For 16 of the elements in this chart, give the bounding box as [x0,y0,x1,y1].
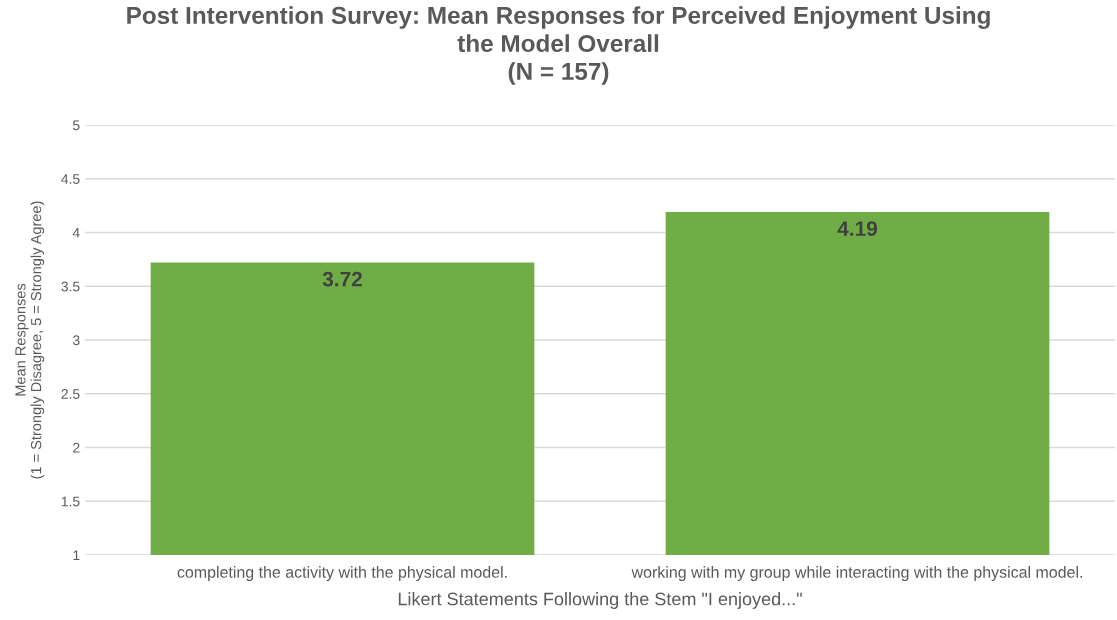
y-tick-label: 3 [72,335,80,346]
y-axis-title: Mean Responses (1 = Strongly Disagree, 5 = Strongly Agree) [15,201,45,479]
x-tick-label: completing the activity with the physical model. [177,566,507,581]
y-tick-label: 4.5 [61,174,80,184]
y-tick-label: 5 [72,120,80,131]
x-tick-label: working with my group while interacting with the physical model. [631,566,1082,581]
x-axis-title: Likert Statements Following the Stem "I enjoyed..." [398,592,802,609]
data-label: 3.72 [322,271,362,287]
y-tick-label: 2 [73,442,80,453]
data-label: 4.19 [837,221,877,236]
y-tick-label: 4 [72,227,80,238]
chart-title: Post Intervention Survey: Mean Responses for Perceived Enjoyment Using the Model Overall (N = 157) [127,6,990,85]
y-tick-label: 1 [73,550,80,561]
y-tick-label: 3.5 [61,281,80,292]
y-tick-label: 1.5 [61,496,80,507]
y-tick-label: 2.5 [61,389,80,399]
